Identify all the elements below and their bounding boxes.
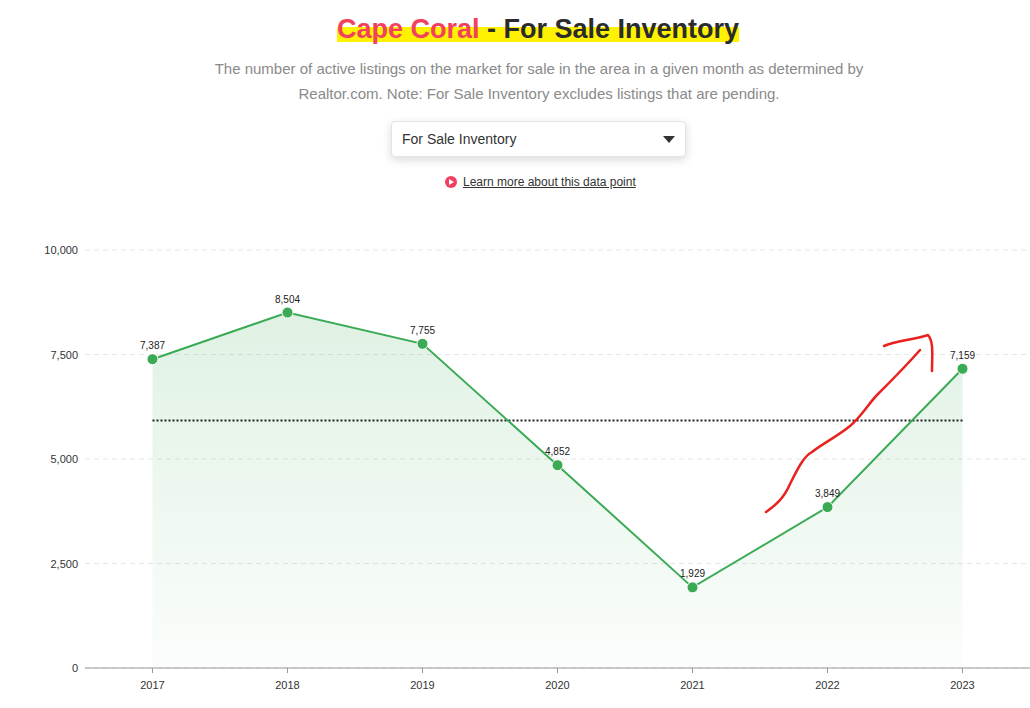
dropdown-label: For Sale Inventory bbox=[402, 131, 516, 147]
title-highlight: Cape Coral - For Sale Inventory bbox=[337, 14, 739, 44]
x-tick-label: 2019 bbox=[410, 679, 434, 691]
x-tick bbox=[152, 668, 153, 673]
x-tick-label: 2020 bbox=[545, 679, 569, 691]
data-label: 7,159 bbox=[950, 350, 975, 361]
x-tick bbox=[692, 668, 693, 673]
x-tick bbox=[557, 668, 558, 673]
x-tick-label: 2018 bbox=[275, 679, 299, 691]
x-tick-label: 2021 bbox=[680, 679, 704, 691]
dropdown-caret bbox=[663, 136, 675, 143]
point bbox=[147, 354, 158, 365]
data-label: 1,929 bbox=[680, 568, 705, 579]
chart: 0 2,500 5,000 7,500 10,000 2017 2018 2019 2020 20… bbox=[0, 0, 1030, 708]
point bbox=[552, 460, 563, 471]
play-icon bbox=[445, 176, 457, 188]
x-tick-label: 2017 bbox=[140, 679, 164, 691]
x-tick bbox=[962, 668, 963, 673]
data-label: 4,852 bbox=[545, 446, 570, 457]
point bbox=[687, 582, 698, 593]
link[interactable]: Learn more about this data point bbox=[445, 175, 636, 189]
annotation-arrow bbox=[766, 350, 920, 512]
x-tick bbox=[827, 668, 828, 673]
y-tick-label: 7,500 bbox=[50, 349, 78, 361]
dropdown[interactable]: For Sale Inventory bbox=[391, 121, 686, 157]
data-label: 3,849 bbox=[815, 488, 840, 499]
y-tick-label: 5,000 bbox=[50, 453, 78, 465]
x-tick-label: 2023 bbox=[950, 679, 974, 691]
plot-marks bbox=[147, 307, 968, 668]
subtitle-line: The number of active listings on the mar… bbox=[0, 56, 1030, 81]
x-tick bbox=[287, 668, 288, 673]
point bbox=[282, 307, 293, 318]
y-tick-label: 0 bbox=[72, 662, 78, 674]
y-tick-label: 2,500 bbox=[50, 558, 78, 570]
area bbox=[153, 313, 963, 668]
grid-line bbox=[85, 250, 1030, 251]
subtitle: The number of active listings on the mar… bbox=[0, 56, 1030, 106]
x-tick-label: 2022 bbox=[815, 679, 839, 691]
line bbox=[153, 313, 963, 588]
link-text: Learn more about this data point bbox=[463, 175, 636, 189]
title-text: - For Sale Inventory bbox=[487, 14, 739, 44]
subtitle-line: Realtor.com. Note: For Sale Inventory ex… bbox=[0, 81, 1030, 106]
point bbox=[957, 363, 968, 374]
point bbox=[417, 338, 428, 349]
data-label: 7,755 bbox=[410, 325, 435, 336]
x-tick bbox=[422, 668, 423, 673]
annotation-arrowhead bbox=[884, 335, 932, 371]
y-tick-label: 10,000 bbox=[44, 244, 78, 256]
data-label: 8,504 bbox=[275, 294, 300, 305]
average-line bbox=[153, 420, 963, 422]
title: Cape Coral - For Sale Inventory bbox=[0, 14, 1030, 45]
place: Cape Coral bbox=[337, 14, 480, 44]
point bbox=[822, 502, 833, 513]
data-label: 7,387 bbox=[140, 340, 165, 351]
